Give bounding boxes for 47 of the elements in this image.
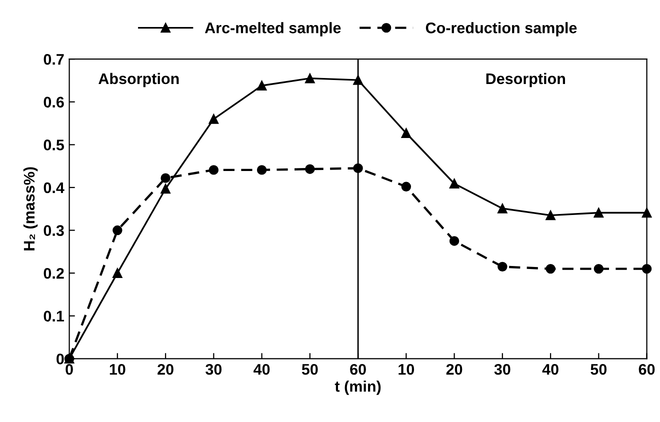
point [546, 264, 556, 274]
point [449, 178, 460, 188]
point [208, 114, 219, 124]
point [160, 184, 170, 194]
y-tick-label: 0.1 [44, 310, 64, 322]
x-tick-label: 50 [590, 364, 607, 375]
x-tick-label: 10 [398, 364, 414, 375]
annotation: Absorption [98, 72, 179, 88]
legend-label: Co-reduction sample [426, 22, 577, 36]
y-tick-label: 0.2 [44, 268, 64, 279]
y-tick-label: 0.6 [44, 96, 64, 108]
x-tick-label: 30 [206, 364, 222, 375]
x-tick-label: 60 [350, 364, 366, 375]
y-tick-label: 0.3 [44, 225, 64, 236]
point [449, 236, 460, 246]
point [546, 210, 556, 220]
point [594, 208, 604, 218]
y-tick-label: 0.4 [44, 182, 64, 194]
x-tick-label: 40 [254, 364, 270, 375]
x-tick-label: 30 [494, 364, 510, 375]
x-axis-title: t (min) [334, 380, 381, 395]
point [305, 164, 315, 174]
x-tick-label: 60 [638, 364, 655, 375]
point [594, 264, 604, 274]
point [256, 80, 267, 90]
x-tick-label: 40 [542, 364, 558, 375]
point [208, 165, 219, 175]
point [401, 128, 412, 138]
point [112, 268, 122, 278]
point [401, 182, 412, 192]
point [305, 73, 315, 84]
x-tick-label: 50 [302, 364, 318, 375]
x-tick-label: 20 [158, 364, 174, 375]
x-tick-label: 10 [110, 364, 126, 375]
y-tick-label: 0.5 [44, 140, 64, 150]
point [160, 173, 170, 183]
point [498, 204, 508, 214]
point [498, 262, 508, 272]
legend-label: Arc-melted sample [204, 22, 341, 36]
point [112, 225, 122, 236]
y-tick-label: 0 [56, 354, 64, 364]
y-axis-title: H₂ (mass%) [23, 167, 38, 250]
y-tick-label: 0.7 [44, 54, 64, 65]
x-tick-label: 0 [66, 364, 73, 375]
annotation: Desorption [486, 72, 566, 88]
x-tick-label: 20 [446, 364, 462, 375]
point [256, 165, 267, 175]
